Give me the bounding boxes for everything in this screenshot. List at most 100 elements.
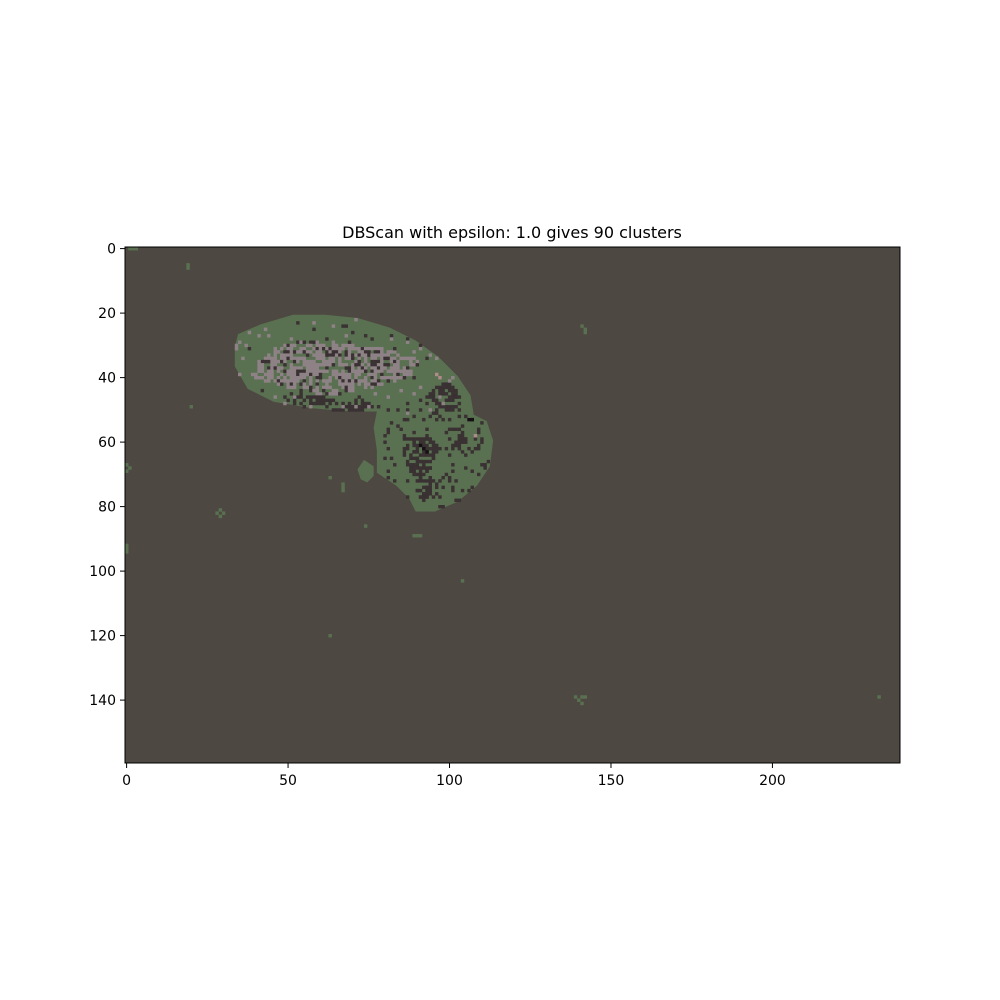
- dark-pixel: [396, 372, 400, 377]
- dark-pixel: [435, 417, 439, 422]
- light-pixel: [318, 392, 323, 396]
- light-pixel: [283, 353, 287, 357]
- dark-pixel: [325, 350, 329, 354]
- light-pixel: [289, 376, 294, 380]
- dark-pixel: [347, 366, 352, 370]
- dark-pixel: [447, 417, 452, 422]
- scatter-pixel: [289, 337, 294, 341]
- light-pixel: [357, 346, 361, 351]
- light-pixel: [380, 369, 384, 373]
- dark-pixel: [296, 395, 300, 399]
- dark-pixel: [457, 498, 462, 502]
- dark-pixel: [363, 405, 368, 409]
- scatter-pixel: [441, 401, 445, 406]
- dark-pixel: [425, 495, 429, 499]
- light-pixel: [280, 372, 284, 377]
- isolated-cluster-pixel: [218, 514, 223, 519]
- isolated-cluster-pixel: [412, 534, 416, 538]
- light-pixel: [302, 346, 307, 351]
- isolated-cluster-pixel: [218, 508, 223, 512]
- light-pixel: [315, 385, 319, 390]
- dark-pixel: [457, 395, 462, 399]
- light-pixel: [289, 379, 294, 383]
- light-pixel: [405, 369, 410, 373]
- light-pixel: [373, 356, 378, 361]
- dark-pixel: [425, 453, 429, 457]
- light-pixel: [299, 372, 303, 377]
- dark-pixel: [438, 505, 442, 509]
- dark-pixel: [473, 446, 478, 451]
- scatter-pixel: [405, 401, 410, 406]
- light-pixel: [260, 366, 265, 370]
- scatter-pixel: [234, 343, 239, 348]
- light-pixel: [402, 356, 407, 361]
- isolated-cluster-pixel: [341, 485, 345, 490]
- light-pixel: [338, 363, 342, 367]
- dark-pixel: [422, 443, 426, 448]
- light-pixel: [296, 350, 300, 354]
- dark-pixel: [357, 359, 361, 364]
- isolated-cluster-pixel: [186, 266, 190, 270]
- light-pixel: [409, 369, 413, 373]
- dark-pixel: [425, 485, 429, 490]
- light-pixel: [312, 372, 316, 377]
- dark-pixel: [454, 405, 458, 409]
- dark-pixel: [283, 369, 287, 373]
- dark-pixel: [412, 472, 416, 477]
- dark-pixel: [405, 408, 410, 412]
- light-pixel: [299, 350, 303, 354]
- dark-pixel: [431, 456, 436, 461]
- dark-pixel: [467, 446, 471, 451]
- light-pixel: [289, 343, 294, 348]
- dark-pixel: [267, 366, 271, 370]
- dark-pixel: [405, 463, 410, 467]
- dark-pixel: [341, 379, 345, 383]
- cluster-blob-small: [357, 459, 374, 483]
- dark-pixel: [447, 475, 452, 480]
- light-pixel: [334, 346, 339, 351]
- light-pixel: [380, 366, 384, 370]
- dark-pixel: [422, 463, 426, 467]
- dark-pixel: [438, 401, 442, 406]
- light-pixel: [351, 369, 355, 373]
- dark-pixel: [476, 443, 481, 448]
- light-pixel: [325, 369, 329, 373]
- light-pixel: [373, 366, 378, 370]
- dark-pixel: [428, 485, 432, 490]
- light-pixel: [360, 369, 365, 373]
- light-pixel: [276, 366, 281, 370]
- dark-pixel: [457, 434, 462, 438]
- light-pixel: [283, 379, 287, 383]
- dark-pixel: [338, 353, 342, 357]
- isolated-cluster-pixel: [877, 695, 881, 699]
- light-pixel: [373, 376, 378, 380]
- dark-pixel: [428, 482, 432, 486]
- light-pixel: [325, 346, 329, 351]
- light-pixel: [305, 372, 310, 377]
- dark-pixel: [451, 463, 455, 467]
- dark-pixel: [428, 440, 432, 444]
- dark-pixel: [473, 437, 478, 441]
- light-pixel: [312, 388, 316, 393]
- dark-pixel: [464, 440, 468, 444]
- light-pixel: [373, 372, 378, 377]
- dark-pixel: [370, 382, 374, 386]
- dark-pixel: [409, 463, 413, 467]
- light-pixel: [296, 366, 300, 370]
- light-pixel: [302, 376, 307, 380]
- dark-pixel: [422, 472, 426, 477]
- dark-pixel: [428, 414, 432, 419]
- light-pixel: [334, 376, 339, 380]
- light-pixel: [309, 350, 313, 354]
- dark-pixel: [415, 466, 420, 470]
- light-pixel: [363, 353, 368, 357]
- isolated-cluster-pixel: [363, 524, 368, 528]
- dark-pixel: [425, 479, 429, 483]
- dark-pixel: [299, 388, 303, 393]
- dark-pixel: [425, 427, 429, 432]
- light-pixel: [273, 350, 277, 354]
- dark-pixel: [321, 395, 326, 399]
- dark-pixel: [431, 388, 436, 393]
- light-pixel: [351, 343, 355, 348]
- dark-pixel: [425, 437, 429, 441]
